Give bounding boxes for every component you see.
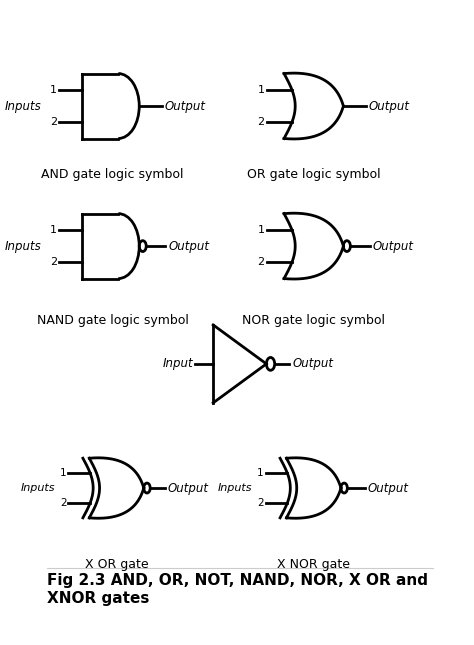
Text: Inputs: Inputs (218, 483, 253, 493)
Text: 2: 2 (257, 257, 264, 267)
Text: Input: Input (163, 357, 193, 370)
Text: Inputs: Inputs (21, 483, 55, 493)
Text: 2: 2 (50, 117, 57, 127)
Text: Inputs: Inputs (5, 239, 42, 253)
Text: Output: Output (373, 239, 413, 253)
Text: Output: Output (168, 239, 210, 253)
Text: OR gate logic symbol: OR gate logic symbol (247, 168, 381, 181)
Text: Output: Output (292, 357, 333, 370)
Text: X OR gate: X OR gate (85, 557, 148, 571)
Text: 1: 1 (50, 225, 57, 235)
Text: 1: 1 (60, 468, 66, 478)
Text: 1: 1 (257, 225, 264, 235)
Text: 1: 1 (257, 84, 264, 95)
Text: NAND gate logic symbol: NAND gate logic symbol (36, 313, 188, 327)
Text: Fig 2.3 AND, OR, NOT, NAND, NOR, X OR and
XNOR gates: Fig 2.3 AND, OR, NOT, NAND, NOR, X OR an… (47, 573, 428, 606)
Text: Output: Output (165, 99, 206, 112)
Text: 2: 2 (60, 498, 66, 508)
Text: Output: Output (368, 482, 409, 495)
Text: 2: 2 (257, 498, 264, 508)
Text: 2: 2 (50, 257, 57, 267)
Text: Inputs: Inputs (5, 99, 42, 112)
Text: 2: 2 (257, 117, 264, 127)
Text: Output: Output (369, 99, 410, 112)
Text: AND gate logic symbol: AND gate logic symbol (41, 168, 184, 181)
Text: X NOR gate: X NOR gate (277, 557, 350, 571)
Text: 1: 1 (50, 84, 57, 95)
Text: 1: 1 (257, 468, 264, 478)
Text: NOR gate logic symbol: NOR gate logic symbol (242, 313, 385, 327)
Text: Output: Output (167, 482, 209, 495)
